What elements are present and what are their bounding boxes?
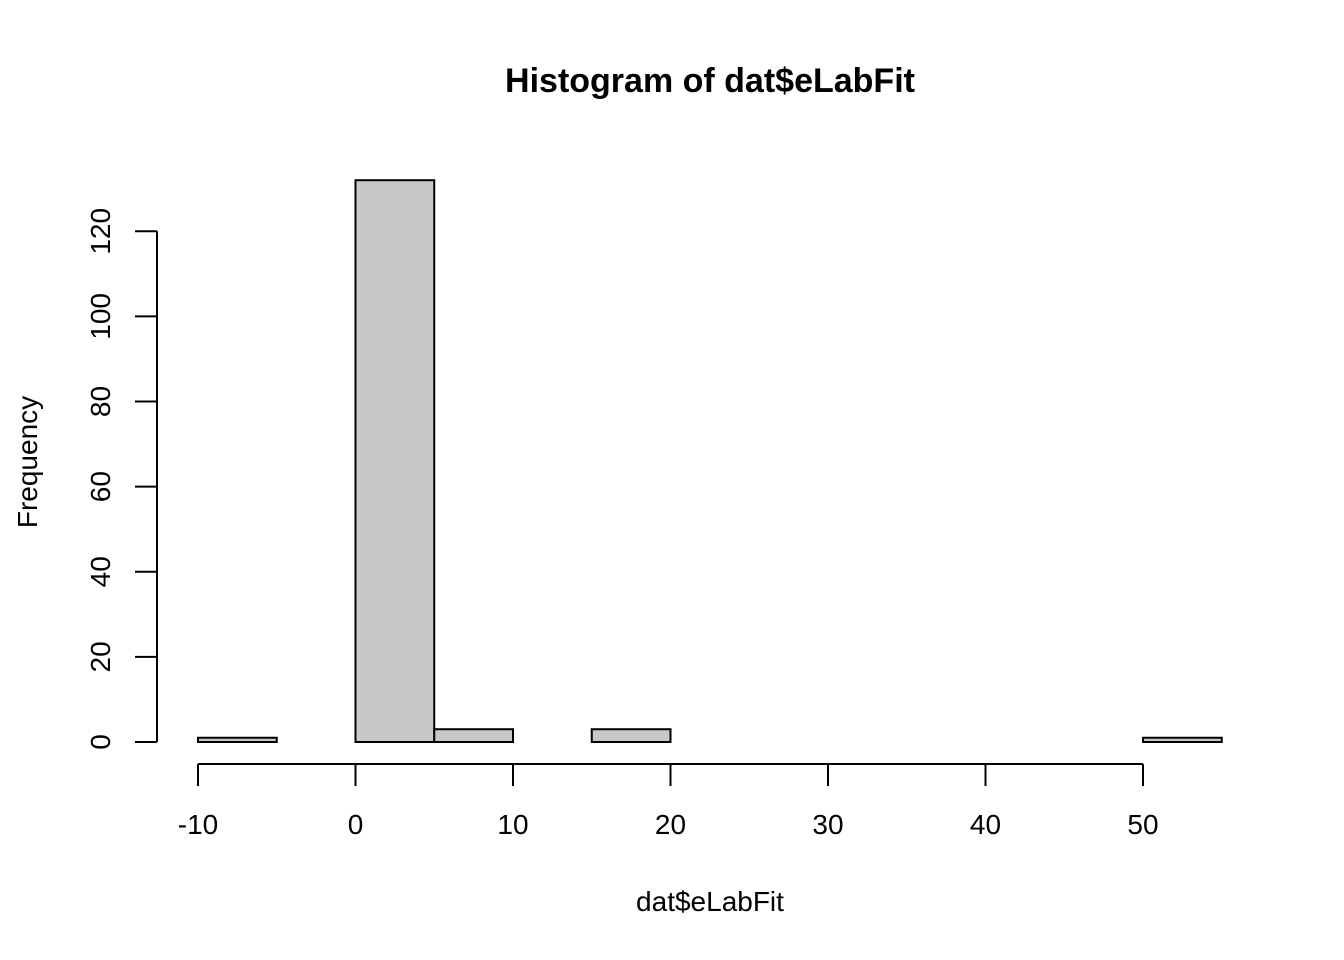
- chart-title: Histogram of dat$eLabFit: [505, 62, 915, 100]
- bars-group: [197, 179, 1223, 744]
- histogram-bar: [197, 736, 278, 744]
- x-tick-label: 30: [812, 809, 843, 840]
- x-tick-label: 0: [348, 809, 364, 840]
- y-tick-label: 60: [85, 471, 116, 502]
- y-tick-label: 40: [85, 556, 116, 587]
- histogram-bar: [354, 179, 436, 743]
- y-axis: 0 20 40 60 80 100 120: [85, 208, 158, 750]
- x-axis: -10 0 10 20 30 40 50: [178, 763, 1159, 840]
- x-tick-label: -10: [178, 809, 218, 840]
- x-tick-label: 20: [655, 809, 686, 840]
- y-tick-label: 120: [85, 208, 116, 255]
- y-tick-label: 100: [85, 293, 116, 340]
- y-axis-label: Frequency: [12, 396, 43, 528]
- y-tick-label: 80: [85, 386, 116, 417]
- y-tick-label: 20: [85, 641, 116, 672]
- histogram-bar: [1142, 736, 1223, 744]
- histogram-bar: [590, 728, 672, 743]
- x-tick-label: 50: [1127, 809, 1158, 840]
- y-tick-label: 0: [85, 734, 116, 750]
- histogram-bar: [433, 728, 514, 743]
- x-axis-label: dat$eLabFit: [636, 886, 784, 917]
- x-tick-label: 40: [970, 809, 1001, 840]
- x-tick-label: 10: [497, 809, 528, 840]
